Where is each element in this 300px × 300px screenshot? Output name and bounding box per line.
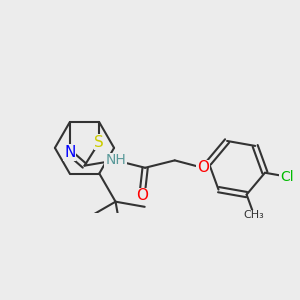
Text: NH: NH <box>105 153 126 167</box>
Text: N: N <box>64 145 75 160</box>
Text: S: S <box>94 135 104 150</box>
Text: O: O <box>197 160 209 175</box>
Text: Cl: Cl <box>280 169 294 184</box>
Text: CH₃: CH₃ <box>244 210 265 220</box>
Text: O: O <box>136 188 148 203</box>
